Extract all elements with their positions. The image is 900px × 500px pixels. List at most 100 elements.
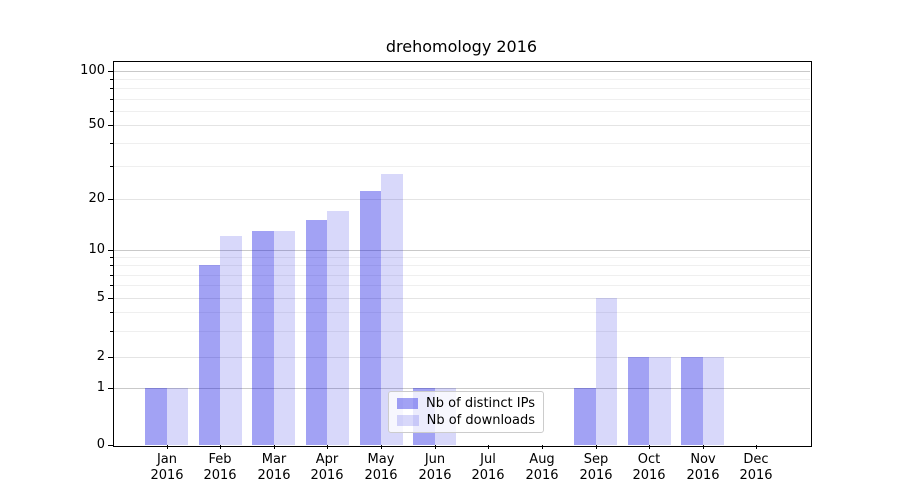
x-axis-tick-label: Jun 2016 — [407, 452, 463, 484]
y-axis-tick-label: 10 — [88, 242, 105, 257]
x-tick-month: Mar — [261, 452, 287, 467]
y-axis-minor-tick-mark — [110, 166, 113, 167]
gridline-sub — [114, 125, 810, 126]
x-tick-month: Jul — [480, 452, 496, 467]
gridline-minor — [114, 312, 810, 313]
x-axis-tick-mark — [703, 445, 704, 449]
gridline-minor — [114, 88, 810, 89]
gridline-minor — [114, 265, 810, 266]
x-axis-tick-label: Sep 2016 — [568, 452, 624, 484]
gridline-minor — [114, 257, 810, 258]
x-axis-tick-label: Nov 2016 — [675, 452, 731, 484]
x-tick-month: May — [367, 452, 395, 467]
bar-distinct-ips — [252, 230, 274, 445]
bar-distinct-ips — [305, 219, 328, 445]
x-axis-tick-label: Feb 2016 — [192, 452, 248, 484]
y-axis-minor-tick-mark — [110, 111, 113, 112]
gridline-minor — [114, 166, 810, 167]
legend-swatch-downloads — [397, 415, 419, 426]
x-tick-year: 2016 — [310, 468, 344, 483]
gridline-minor — [114, 285, 810, 286]
bar-downloads — [166, 388, 189, 445]
x-axis-tick-label: Mar 2016 — [246, 452, 302, 484]
legend-label-distinct-ips: Nb of distinct IPs — [426, 396, 535, 411]
x-tick-month: Nov — [690, 452, 716, 467]
bar-distinct-ips — [359, 190, 382, 445]
legend-item-distinct-ips: Nb of distinct IPs — [397, 396, 535, 411]
x-axis-tick-mark — [381, 445, 382, 449]
y-axis-tick-mark — [108, 199, 113, 200]
y-axis-tick-mark — [108, 388, 113, 389]
bar-distinct-ips — [627, 357, 650, 445]
y-axis-tick-label: 1 — [96, 380, 105, 395]
y-axis-minor-tick-mark — [110, 143, 113, 144]
y-axis-tick-label: 0 — [96, 437, 105, 452]
x-tick-year: 2016 — [632, 468, 666, 483]
gridline-minor — [114, 331, 810, 332]
chart-title: drehomology 2016 — [385, 37, 538, 56]
gridline-minor — [114, 143, 810, 144]
x-axis-tick-mark — [327, 445, 328, 449]
x-axis-tick-label: Apr 2016 — [299, 452, 355, 484]
legend: Nb of distinct IPs Nb of downloads — [388, 391, 544, 433]
x-tick-month: Apr — [315, 452, 339, 467]
x-tick-year: 2016 — [579, 468, 613, 483]
gridline-sub — [114, 199, 810, 200]
y-axis-minor-tick-mark — [110, 285, 113, 286]
y-axis-minor-tick-mark — [110, 88, 113, 89]
y-axis-tick-label: 100 — [80, 63, 105, 78]
y-axis-minor-tick-mark — [110, 275, 113, 276]
x-axis-tick-mark — [274, 445, 275, 449]
y-axis-minor-tick-mark — [110, 79, 113, 80]
x-tick-month: Oct — [637, 452, 661, 467]
x-tick-year: 2016 — [150, 468, 184, 483]
y-axis-tick-mark — [108, 250, 113, 251]
bar-distinct-ips — [198, 265, 221, 445]
x-axis-tick-mark — [488, 445, 489, 449]
bar-downloads — [595, 298, 618, 445]
x-tick-year: 2016 — [203, 468, 237, 483]
bar-distinct-ips — [574, 388, 596, 445]
y-axis-minor-tick-mark — [110, 99, 113, 100]
bar-distinct-ips — [681, 357, 703, 445]
x-tick-year: 2016 — [686, 468, 720, 483]
x-tick-year: 2016 — [418, 468, 452, 483]
x-axis-tick-label: Dec 2016 — [728, 452, 784, 484]
gridline-minor — [114, 275, 810, 276]
x-axis-tick-mark — [596, 445, 597, 449]
gridline-major — [114, 388, 810, 389]
x-tick-month: Feb — [208, 452, 232, 467]
bar-downloads — [649, 357, 671, 445]
x-tick-month: Jun — [424, 452, 446, 467]
x-axis-tick-mark — [542, 445, 543, 449]
x-axis-tick-mark — [756, 445, 757, 449]
y-axis-minor-tick-mark — [110, 331, 113, 332]
y-axis-minor-tick-mark — [110, 257, 113, 258]
legend-item-downloads: Nb of downloads — [397, 413, 535, 428]
gridline-sub — [114, 298, 810, 299]
x-tick-month: Sep — [583, 452, 609, 467]
x-tick-year: 2016 — [471, 468, 505, 483]
x-axis-tick-label: May 2016 — [353, 452, 409, 484]
y-axis-tick-mark — [108, 125, 113, 126]
x-axis-tick-label: Oct 2016 — [621, 452, 677, 484]
bar-downloads — [327, 210, 349, 445]
y-axis-tick-mark — [108, 445, 113, 446]
y-axis-tick-label: 5 — [96, 290, 105, 305]
gridline-minor — [114, 79, 810, 80]
y-axis-minor-tick-mark — [110, 312, 113, 313]
y-axis-tick-mark — [108, 71, 113, 72]
x-tick-year: 2016 — [525, 468, 559, 483]
x-tick-month: Dec — [743, 452, 769, 467]
x-axis-tick-mark — [167, 445, 168, 449]
bar-downloads — [702, 357, 725, 445]
x-tick-month: Aug — [529, 452, 555, 467]
x-tick-year: 2016 — [364, 468, 398, 483]
y-axis-tick-mark — [108, 357, 113, 358]
x-tick-month: Jan — [156, 452, 178, 467]
bar-distinct-ips — [145, 388, 167, 445]
x-axis-tick-mark — [435, 445, 436, 449]
bar-downloads — [273, 230, 296, 445]
gridline-minor — [114, 99, 810, 100]
